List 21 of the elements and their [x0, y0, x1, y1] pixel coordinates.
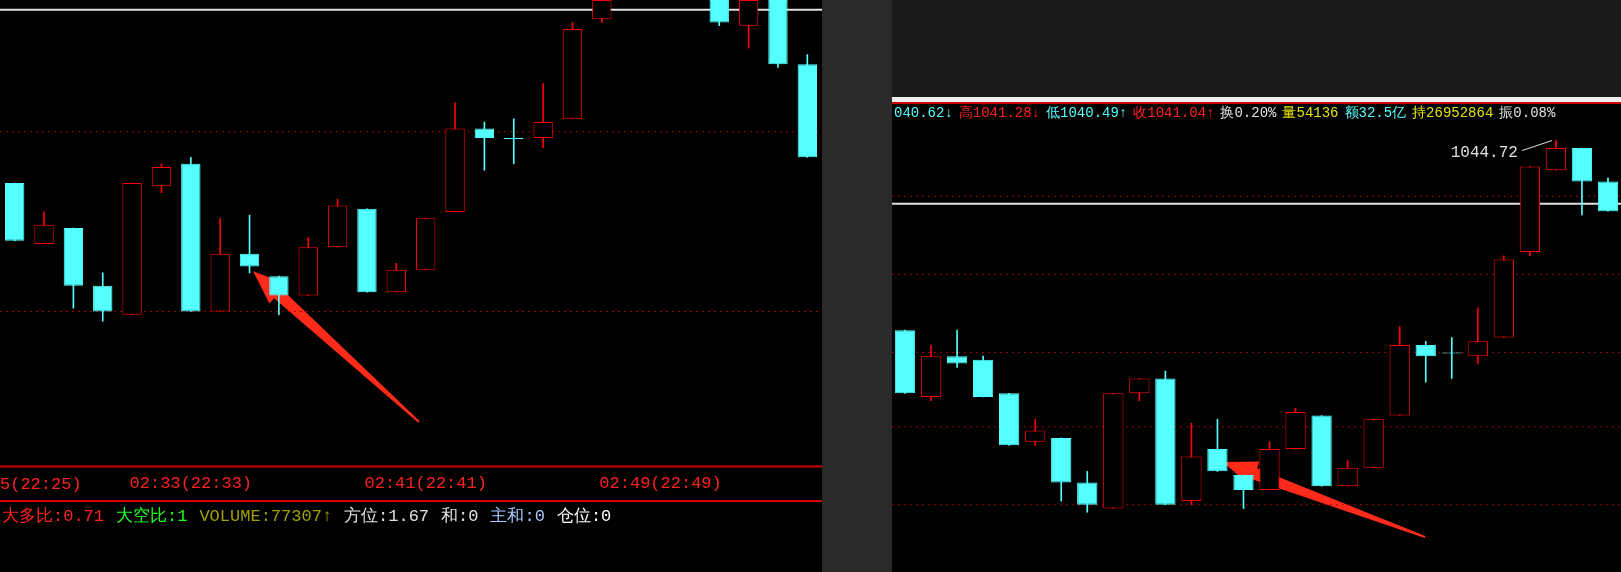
x-tick-label: 02:49(22:49) — [599, 474, 722, 494]
annotation: 1044.72 — [1450, 143, 1518, 162]
text: 换0.20% — [1220, 105, 1277, 121]
x-tick-label: 02:41(22:41) — [364, 474, 487, 494]
text: 持26952864 — [1412, 105, 1494, 121]
text: 额32.5亿 — [1344, 105, 1407, 121]
text: 主和:0 — [490, 507, 545, 526]
text: 和:0 — [441, 507, 479, 526]
x-tick-label: 02:33(22:33) — [129, 474, 253, 494]
text: 高1041.28↓ — [958, 105, 1041, 121]
text: 量54136 — [1282, 105, 1339, 121]
text: 振0.08% — [1499, 105, 1556, 121]
text: 仓位:0 — [556, 507, 612, 526]
text: 大多比:0.71 — [2, 507, 105, 526]
text: 040.62↓ — [894, 105, 953, 121]
text: 5(22:25) — [0, 475, 82, 494]
text: 收1041.04↑ — [1133, 105, 1215, 121]
text: VOLUME:77307↑ — [199, 507, 333, 526]
text: 方位:1.67 — [344, 507, 430, 526]
text: 大空比:1 — [116, 507, 188, 526]
text: 低1040.49↑ — [1046, 105, 1128, 121]
